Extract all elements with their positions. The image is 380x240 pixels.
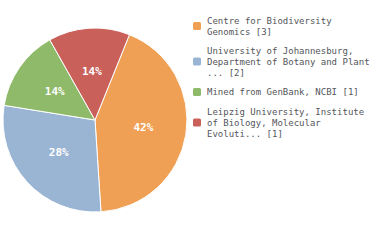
svg-text:Genomics [3]: Genomics [3]: [207, 27, 272, 37]
svg-text:14%: 14%: [82, 65, 102, 78]
svg-text:14%: 14%: [45, 85, 65, 98]
svg-text:28%: 28%: [49, 146, 69, 159]
svg-text:Mined from GenBank, NCBI [1]: Mined from GenBank, NCBI [1]: [207, 87, 359, 97]
svg-text:Leipzig University, Institute: Leipzig University, Institute: [207, 107, 364, 117]
svg-text:University of Johannesburg,: University of Johannesburg,: [207, 46, 353, 56]
svg-text:Centre for Biodiversity: Centre for Biodiversity: [207, 16, 332, 26]
svg-text:of Biology, Molecular: of Biology, Molecular: [207, 118, 321, 128]
svg-text:Evoluti... [1]: Evoluti... [1]: [207, 129, 283, 139]
svg-text:Department of Botany and Plant: Department of Botany and Plant: [207, 57, 370, 67]
svg-text:42%: 42%: [133, 121, 153, 134]
svg-text:... [2]: ... [2]: [207, 68, 245, 78]
